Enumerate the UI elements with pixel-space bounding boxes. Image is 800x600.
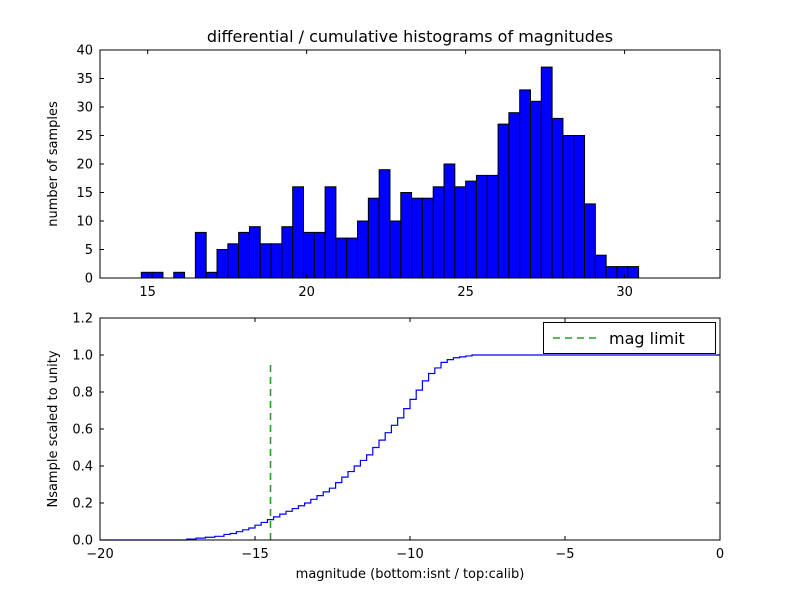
- histogram-bar: [292, 186, 304, 279]
- histogram-bar: [432, 186, 445, 279]
- histogram-bar: [530, 100, 542, 279]
- histogram-bar: [346, 237, 359, 279]
- x-tick-label: 25: [457, 285, 474, 300]
- histogram-bar: [248, 226, 261, 279]
- top-ylabel: number of samples: [46, 101, 61, 227]
- histogram-bar: [486, 174, 499, 279]
- histogram-bar: [573, 135, 586, 279]
- histogram-bar: [270, 243, 283, 279]
- histogram-bar: [562, 135, 575, 279]
- histogram-bar: [443, 163, 456, 279]
- histogram-bar: [227, 243, 240, 279]
- y-tick-label: 20: [76, 158, 93, 173]
- legend-box: [543, 322, 716, 354]
- x-tick-label: −5: [555, 547, 574, 562]
- y-tick-label: 40: [76, 44, 93, 59]
- histogram-bar: [140, 271, 153, 279]
- histogram-bar: [627, 266, 640, 279]
- legend-label: mag limit: [609, 329, 685, 348]
- cumulative-step-curve: [100, 354, 720, 541]
- y-tick-label: 0.6: [72, 423, 93, 438]
- y-tick-label: 10: [76, 215, 93, 230]
- histogram-bar: [540, 66, 553, 279]
- y-tick-label: 15: [76, 186, 93, 201]
- histogram-bar: [238, 231, 250, 279]
- x-tick-label: 30: [616, 285, 633, 300]
- histogram-bar: [551, 117, 564, 279]
- y-tick-label: 0: [85, 272, 93, 287]
- histogram-bar: [302, 231, 315, 279]
- x-tick-label: −15: [241, 547, 268, 562]
- y-tick-label: 0.0: [72, 534, 93, 549]
- y-tick-label: 0.8: [72, 386, 93, 401]
- histogram-bar: [173, 271, 186, 279]
- histogram-bar: [411, 197, 423, 279]
- bottom-ylabel: Nsample scaled to unity: [46, 350, 61, 507]
- bottom-subplot: −20 −15 −10 −5 0 0.0 0.2 0.4 0.6 0.8 1.0 1.2: [72, 312, 724, 563]
- y-tick-label: 30: [76, 101, 93, 116]
- legend: mag limit: [543, 322, 716, 354]
- histogram-bar: [465, 180, 477, 279]
- histogram-bar: [216, 249, 229, 279]
- y-tick-label: 1.2: [72, 312, 93, 327]
- histogram-bar: [475, 174, 488, 279]
- y-tick-label: 1.0: [72, 349, 93, 364]
- histogram-bar: [616, 266, 629, 279]
- histogram-bar: [324, 186, 337, 279]
- histogram-bar: [313, 231, 326, 279]
- histogram-bar: [357, 220, 369, 279]
- histogram-bar: [584, 203, 596, 279]
- histogram-bar: [281, 226, 294, 279]
- top-subplot: 15 20 25 30 0 5 10 15 20 25 30 35 40: [76, 44, 721, 300]
- histogram-bar: [421, 197, 434, 279]
- bottom-xlabel: magnitude (bottom:isnt / top:calib): [296, 567, 525, 582]
- x-tick-label: −20: [86, 547, 113, 562]
- x-tick-label: −10: [396, 547, 423, 562]
- histogram-bar: [508, 112, 521, 279]
- histogram-bar: [194, 231, 207, 279]
- histogram-bar: [367, 197, 380, 279]
- histogram-bar: [497, 123, 510, 279]
- x-tick-label: 20: [298, 285, 315, 300]
- y-tick-label: 0.4: [72, 460, 93, 475]
- histogram-bar: [594, 254, 607, 279]
- axes-frame: [99, 49, 721, 279]
- y-tick-label: 0.2: [72, 497, 93, 512]
- y-tick-label: 25: [76, 129, 93, 144]
- figure-title: differential / cumulative histograms of …: [207, 27, 613, 46]
- histogram-bar: [605, 266, 618, 279]
- x-tick-label: 15: [139, 285, 156, 300]
- histogram-bar: [378, 169, 391, 279]
- histogram-bar: [335, 237, 348, 279]
- histogram-bar: [151, 271, 164, 279]
- axes-frame: [99, 317, 721, 541]
- histogram-bar: [205, 271, 218, 279]
- y-tick-label: 35: [76, 72, 93, 87]
- y-tick-label: 5: [85, 243, 93, 258]
- histogram-bar: [454, 186, 467, 279]
- x-tick-label: 0: [716, 547, 724, 562]
- histogram-bar: [519, 89, 532, 279]
- histogram-bar: [259, 243, 272, 279]
- histogram-bar: [389, 220, 402, 279]
- histogram-bar: [400, 192, 413, 279]
